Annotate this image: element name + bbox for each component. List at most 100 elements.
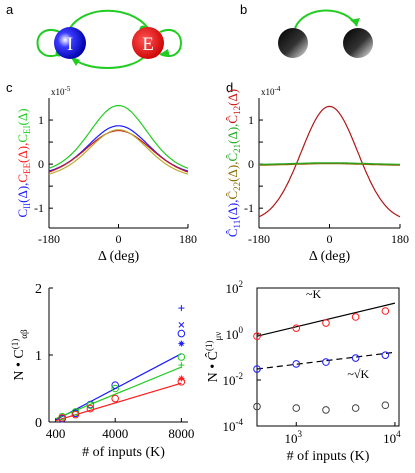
data-point-circle: [58, 414, 67, 422]
data-point-circle: [322, 319, 330, 327]
data-point-star: [179, 341, 184, 346]
y-tick-exponent: 2: [239, 279, 244, 289]
fit-line-sqrtk: [256, 351, 395, 370]
y-axis-label-arg: (Δ): [15, 108, 30, 125]
x-axis-label: # of inputs (K): [82, 445, 165, 460]
x-tick-exponent: 3: [298, 429, 303, 439]
y-tick-exponent: -4: [236, 417, 244, 427]
data-point-circle: [111, 381, 119, 389]
plot-frame: [256, 287, 400, 427]
y-axis-label-subscript: EI: [22, 125, 32, 134]
data-point-circle: [381, 401, 390, 410]
x-tick-label: 104: [383, 429, 401, 446]
arrow-head-b: [350, 18, 360, 26]
data-point-circle: [292, 404, 301, 412]
node-i-label: I: [67, 34, 73, 55]
data-point-circle: [351, 313, 360, 321]
y-axis-label-sub: μν: [213, 332, 223, 341]
panel-b-diagram: [278, 9, 373, 58]
self-loop-i: [36, 29, 61, 57]
data-point-circle: [381, 307, 390, 315]
arrow-head-self-e: [160, 49, 170, 57]
y-axis-label-symbol: Ĉ: [225, 115, 240, 124]
y-axis-label-subscript: 12: [232, 106, 242, 115]
fit-line: [55, 366, 182, 420]
node-e-label: E: [142, 34, 154, 55]
x-tick-label: 180: [391, 232, 409, 246]
edge-e-to-i-bottom: [69, 55, 146, 69]
y-axis-label-sup: (1): [204, 341, 214, 352]
series-line-c-mid: [48, 129, 189, 175]
y-axis-label-subscript: 21: [232, 144, 242, 153]
panel-letter-a: a: [6, 2, 14, 17]
data-point-circle: [322, 358, 330, 366]
y-tick-label: -1: [244, 201, 254, 215]
panel-f-chart: 102 100 10-2 10-4 103 104 # of inputs (K) N • Ĉ…: [204, 279, 401, 464]
x-axis-label: # of inputs (K): [287, 449, 370, 464]
x-tick-label: 0: [116, 232, 122, 246]
y-tick-label: 2: [35, 282, 42, 297]
y-tick-label: 1: [35, 349, 42, 364]
y-axis-label-symbol: Ĉ: [225, 191, 240, 200]
panel-letter-b: b: [240, 2, 248, 17]
series-line-c21: [259, 162, 400, 165]
y-tick-label: 0: [248, 157, 254, 171]
y-axis-label-arg: (Δ),: [225, 124, 240, 144]
y-tick-label: 1: [248, 113, 254, 127]
series-line-c-ei: [48, 104, 189, 169]
x-tick-label: 400: [46, 426, 66, 441]
node-excitatory: [132, 27, 164, 59]
y-axis-label-arg: (Δ),: [15, 143, 30, 163]
y-tick-exponent: 0: [239, 325, 244, 335]
y-axis-label-symbol: Ĉ: [225, 228, 240, 237]
y-axis-label: CII(Δ),CEE(Δ),CEI(Δ): [15, 108, 32, 217]
axis-exponent-label: x10-5: [51, 85, 71, 97]
series-line-c22: [259, 163, 400, 166]
y-axis-label-arg: (Δ): [225, 89, 240, 106]
y-tick-label: 102: [226, 279, 244, 296]
y-tick-exponent: -2: [236, 371, 244, 381]
node-b-right: [343, 28, 373, 58]
data-point-circle: [71, 408, 80, 416]
annotation-k: ~K: [306, 287, 321, 301]
x-tick-exponent: 4: [396, 429, 401, 439]
y-axis-label-subscript: II: [22, 203, 32, 209]
node-b-left: [278, 28, 308, 58]
data-point-circle: [177, 353, 186, 361]
data-point-circle: [86, 401, 95, 410]
y-axis-label-symbol: C: [15, 134, 30, 143]
x-tick-label: -180: [38, 232, 60, 246]
series-line-c12: [258, 105, 401, 218]
panel-a-diagram: I E: [36, 9, 182, 69]
x-tick-label: 180: [179, 232, 197, 246]
series-line-c-ee: [48, 129, 189, 173]
axis-exponent-power: -5: [65, 85, 71, 93]
y-tick-label: 10-4: [223, 417, 244, 434]
panel-letter-c: c: [6, 80, 13, 95]
edge-i-to-e-top: [69, 9, 149, 29]
y-axis-label-arg: (Δ),: [225, 199, 240, 219]
panel-e-chart: 2 1 0 400 4000 8000# of inputs (K) N • C(1)αβ: [10, 282, 194, 460]
y-tick-label: 1: [38, 113, 44, 127]
data-point-circle: [86, 404, 95, 413]
y-tick-label: 0: [38, 157, 44, 171]
x-tick-label: 103: [285, 429, 303, 446]
x-tick-label: -180: [248, 232, 270, 246]
y-tick-label: 10-2: [223, 371, 244, 388]
y-axis-label: Ĉ11(Δ),Ĉ22(Δ),Ĉ21(Δ),Ĉ12(Δ): [225, 89, 242, 237]
y-axis-label: N • Ĉ(1)μν: [204, 332, 223, 383]
y-axis-label-sup: (1): [10, 339, 20, 350]
y-axis-label-arg: (Δ),: [15, 183, 30, 203]
axis-exponent-power: -4: [275, 85, 281, 93]
data-point-circle: [253, 332, 261, 341]
data-point-circle: [292, 360, 301, 368]
data-point-circle: [351, 404, 360, 412]
data-point-circle: [111, 394, 119, 403]
data-point-circle: [71, 410, 80, 419]
y-axis-label-symbol: Ĉ: [225, 153, 240, 162]
data-point-circle: [111, 384, 119, 393]
y-tick-label: 100: [226, 325, 244, 342]
node-inhibitory: [54, 27, 86, 59]
